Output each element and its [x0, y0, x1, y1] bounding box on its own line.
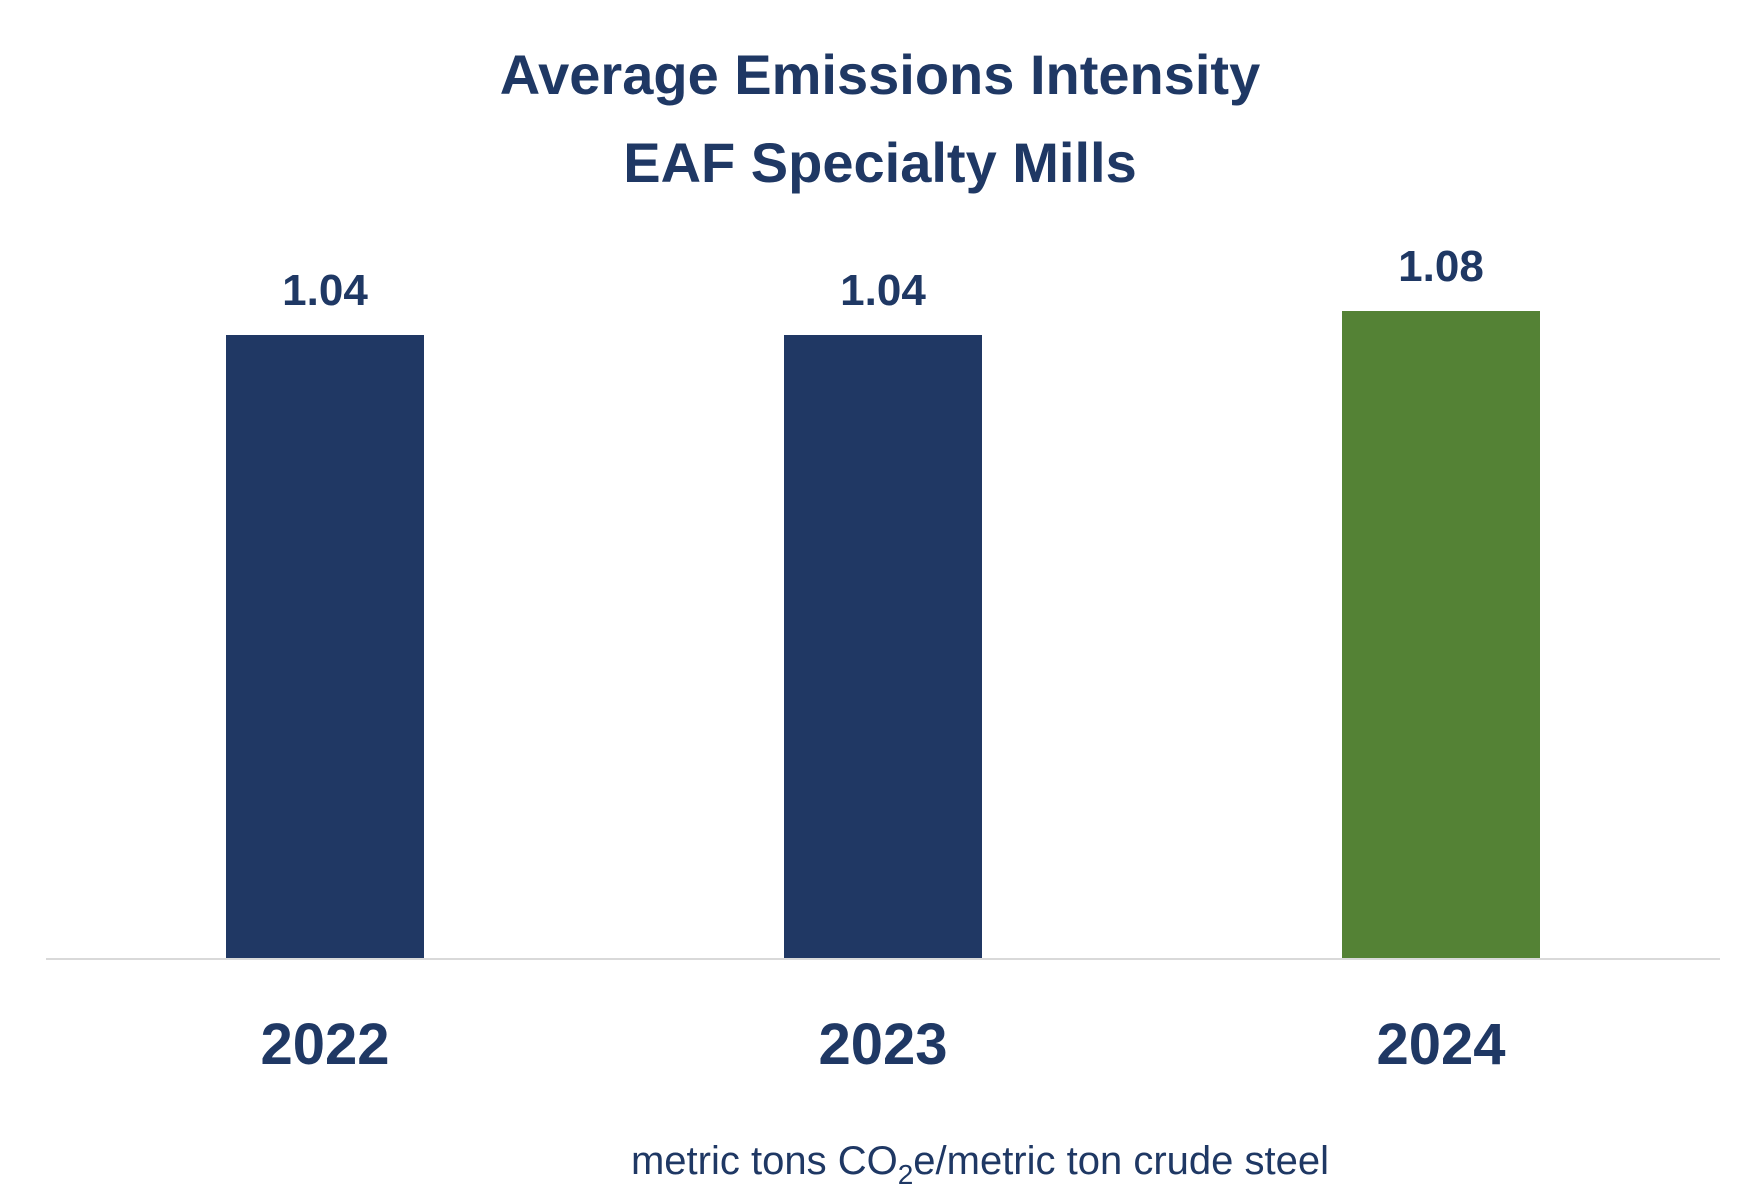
- bar-2022: [226, 335, 424, 959]
- category-label-2022: 2022: [260, 1012, 389, 1077]
- value-labels-layer: 1.04 1.04 1.08: [282, 242, 1484, 315]
- bars-layer: [226, 311, 1540, 959]
- chart-title: Average Emissions Intensity: [500, 43, 1260, 106]
- unit-label-suffix: e/metric ton crude steel: [913, 1139, 1329, 1183]
- unit-label: metric tons CO2e/metric ton crude steel: [631, 1139, 1329, 1190]
- category-labels-layer: 2022 2023 2024: [260, 1012, 1505, 1077]
- unit-label-subscript: 2: [898, 1159, 914, 1190]
- category-label-2024: 2024: [1376, 1012, 1505, 1077]
- chart-subtitle: EAF Specialty Mills: [623, 131, 1137, 194]
- unit-label-prefix: metric tons CO: [631, 1139, 898, 1183]
- value-label-2024: 1.08: [1398, 242, 1484, 291]
- bar-2024: [1342, 311, 1540, 959]
- category-label-2023: 2023: [818, 1012, 947, 1077]
- value-label-2022: 1.04: [282, 266, 368, 315]
- value-label-2023: 1.04: [840, 266, 926, 315]
- bar-2023: [784, 335, 982, 959]
